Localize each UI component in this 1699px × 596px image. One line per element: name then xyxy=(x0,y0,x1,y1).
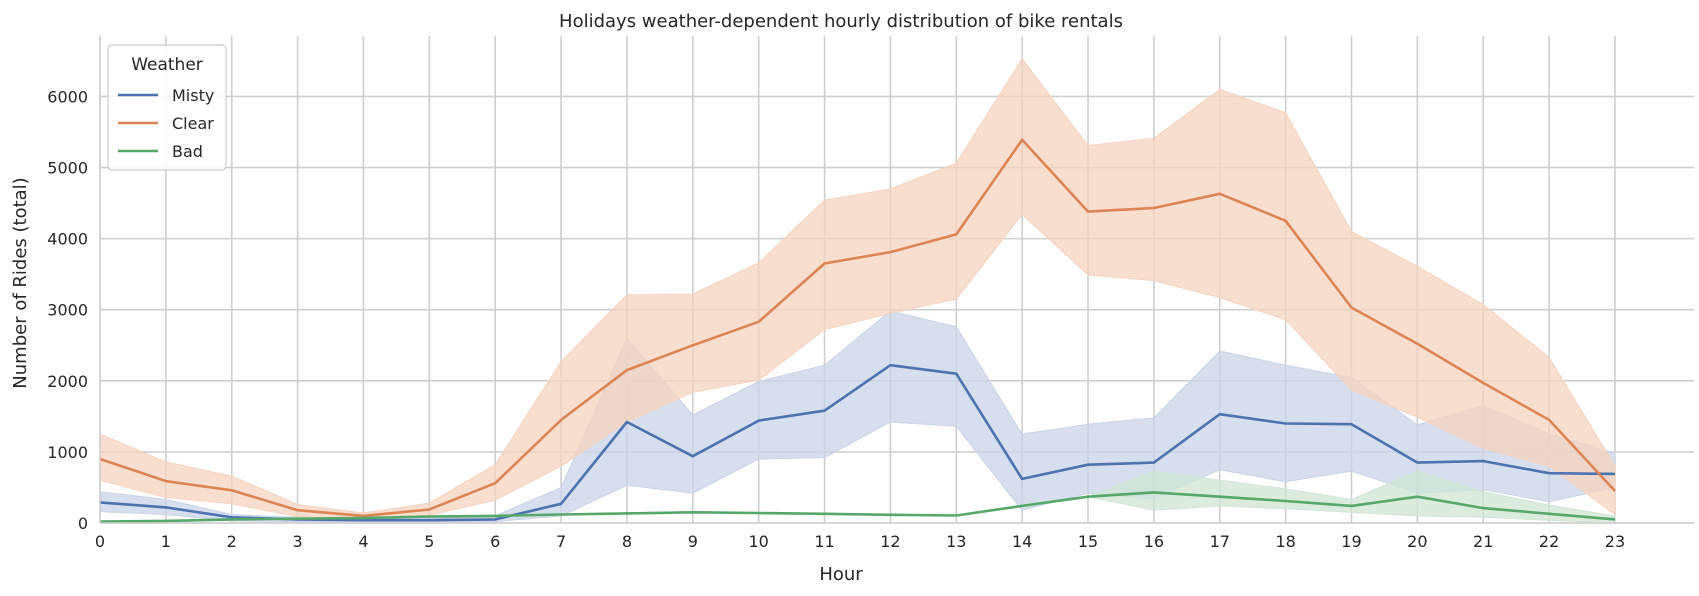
y-tick-label-2: 2000 xyxy=(47,372,88,391)
legend: Weather Misty Clear Bad xyxy=(107,44,227,171)
x-tick-label-7: 7 xyxy=(556,532,566,551)
x-tick-label-10: 10 xyxy=(748,532,768,551)
x-axis-ticks: 0 1 2 3 4 5 6 7 8 9 10 11 12 13 14 15 16 17 18 19 20 21 22 23 xyxy=(95,532,1625,551)
y-tick-label-1: 1000 xyxy=(47,443,88,462)
series-lines xyxy=(99,138,1616,523)
y-axis-ticks: 0 1000 2000 3000 4000 5000 6000 xyxy=(47,87,88,533)
x-tick-label-11: 11 xyxy=(814,532,834,551)
x-tick-label-19: 19 xyxy=(1341,532,1361,551)
legend-items: Misty Clear Bad xyxy=(118,86,214,161)
x-tick-label-4: 4 xyxy=(358,532,368,551)
confidence-bands xyxy=(99,57,1616,524)
x-tick-label-12: 12 xyxy=(880,532,900,551)
x-tick-label-2: 2 xyxy=(227,532,237,551)
x-tick-label-18: 18 xyxy=(1275,532,1295,551)
x-tick-label-23: 23 xyxy=(1605,532,1625,551)
x-tick-label-14: 14 xyxy=(1012,532,1032,551)
x-axis-label: Hour xyxy=(819,564,863,585)
y-tick-label-6: 6000 xyxy=(47,87,88,106)
y-axis-label: Number of Rides (total) xyxy=(10,177,31,388)
y-tick-label-0: 0 xyxy=(78,514,88,533)
x-tick-label-13: 13 xyxy=(946,532,966,551)
y-tick-label-3: 3000 xyxy=(47,301,88,320)
legend-label-clear: Clear xyxy=(172,114,214,133)
x-tick-label-21: 21 xyxy=(1473,532,1493,551)
x-tick-label-16: 16 xyxy=(1144,532,1164,551)
series-line-clear xyxy=(99,138,1616,518)
x-tick-label-6: 6 xyxy=(490,532,500,551)
legend-label-bad: Bad xyxy=(172,142,203,161)
x-tick-label-0: 0 xyxy=(95,532,105,551)
x-tick-label-22: 22 xyxy=(1539,532,1559,551)
axes-spines xyxy=(99,36,1694,524)
x-tick-label-15: 15 xyxy=(1078,532,1098,551)
x-tick-label-20: 20 xyxy=(1407,532,1427,551)
y-tick-label-5: 5000 xyxy=(47,159,88,178)
y-tick-label-4: 4000 xyxy=(47,230,88,249)
x-tick-label-17: 17 xyxy=(1210,532,1230,551)
ci-band-clear xyxy=(99,57,1616,520)
series-line-bad xyxy=(99,491,1616,523)
chart-title: Holidays weather-dependent hourly distri… xyxy=(559,11,1123,32)
legend-title: Weather xyxy=(131,55,203,75)
x-tick-label-3: 3 xyxy=(293,532,303,551)
x-tick-label-9: 9 xyxy=(688,532,698,551)
legend-label-misty: Misty xyxy=(172,86,214,105)
series-line-misty xyxy=(99,363,1616,522)
legend-box xyxy=(107,44,227,171)
x-tick-label-1: 1 xyxy=(161,532,171,551)
x-tick-label-5: 5 xyxy=(424,532,434,551)
x-tick-label-8: 8 xyxy=(622,532,632,551)
